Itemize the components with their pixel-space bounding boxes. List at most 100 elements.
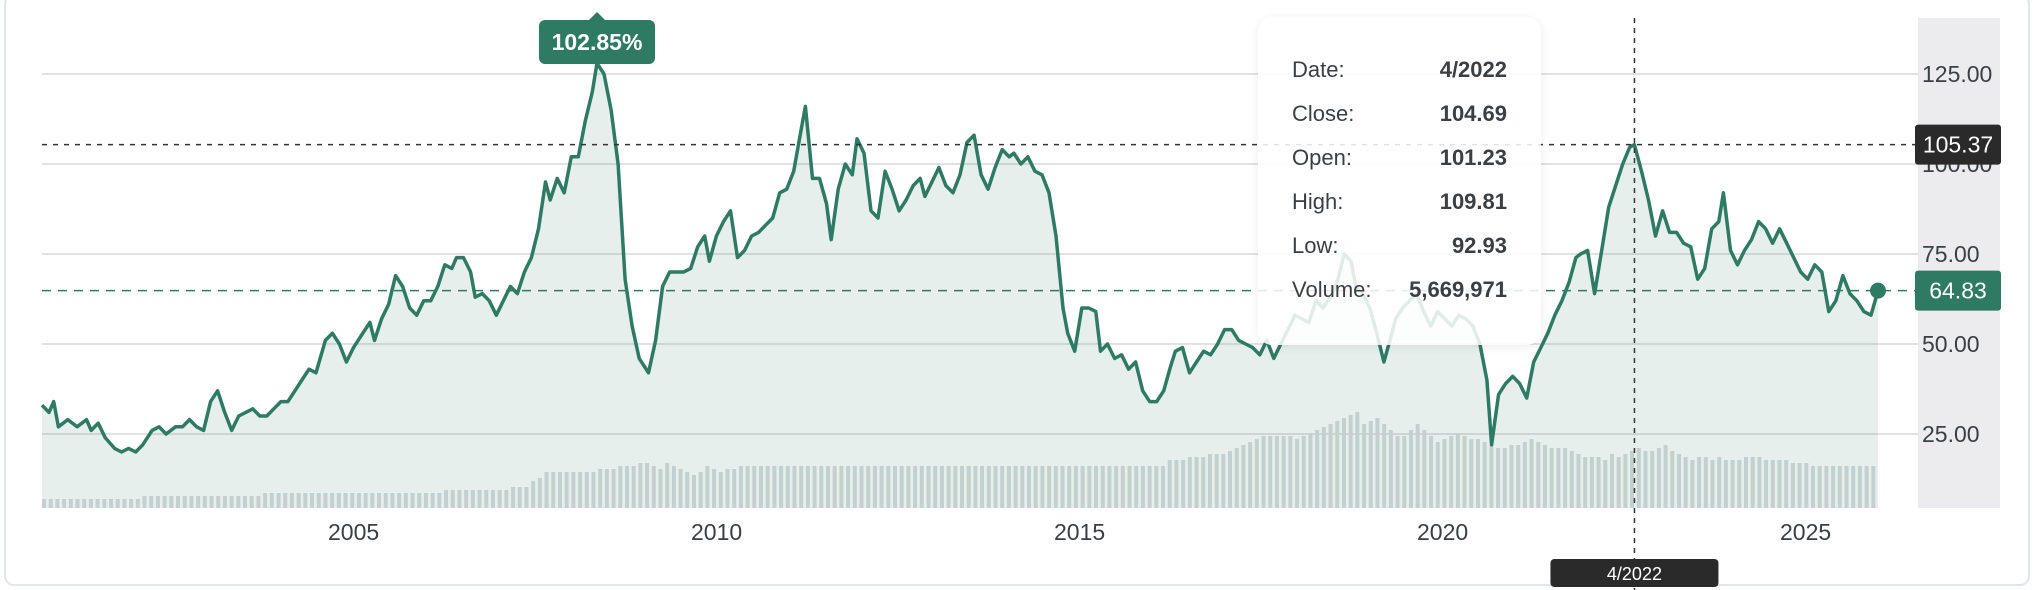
volume-bar xyxy=(1006,466,1011,508)
volume-bar xyxy=(591,472,596,508)
volume-bar xyxy=(1147,466,1152,508)
volume-bar xyxy=(1053,466,1058,508)
price-tag-label: 105.37 xyxy=(1923,132,1993,158)
volume-bar xyxy=(1362,424,1367,508)
volume-bar xyxy=(202,496,207,508)
volume-bar xyxy=(1080,466,1085,508)
peak-tag: 102.85% xyxy=(539,12,656,64)
volume-bar xyxy=(1797,463,1802,508)
volume-bar xyxy=(1408,430,1413,508)
volume-bar xyxy=(966,466,971,508)
volume-bar xyxy=(1100,466,1105,508)
volume-bar xyxy=(109,499,114,508)
volume-bar xyxy=(1777,460,1782,508)
volume-bar xyxy=(490,490,495,508)
tooltip-key: Low: xyxy=(1292,233,1339,258)
tooltip-key: Open: xyxy=(1292,145,1352,170)
volume-bar xyxy=(1609,454,1614,508)
volume-bar xyxy=(772,466,777,508)
volume-bar xyxy=(1295,439,1300,508)
volume-bar xyxy=(1563,448,1568,508)
volume-bar xyxy=(1770,460,1775,508)
volume-bar xyxy=(363,493,368,508)
volume-bar xyxy=(276,493,281,508)
volume-bar xyxy=(1274,436,1279,508)
volume-bar xyxy=(1596,457,1601,508)
volume-bar xyxy=(1603,460,1608,508)
volume-bar xyxy=(846,466,851,508)
volume-bar xyxy=(1583,457,1588,508)
volume-bar xyxy=(578,472,583,508)
volume-bar xyxy=(470,490,475,508)
volume-bar xyxy=(423,493,428,508)
volume-bar xyxy=(444,490,449,508)
tooltip-value: 92.93 xyxy=(1451,233,1507,258)
volume-bar xyxy=(980,466,985,508)
volume-bar xyxy=(1730,460,1735,508)
volume-bar xyxy=(350,493,355,508)
volume-bar xyxy=(1382,424,1387,508)
volume-bar xyxy=(805,466,810,508)
volume-bar xyxy=(1757,457,1762,508)
volume-bar xyxy=(1187,457,1192,508)
volume-bar xyxy=(484,490,489,508)
x-tick-label: 2005 xyxy=(328,519,379,545)
volume-bar xyxy=(1167,460,1172,508)
volume-bar xyxy=(243,496,248,508)
volume-bar xyxy=(1764,460,1769,508)
tooltip-row-volume: Volume: 5,669,971 xyxy=(1292,277,1507,307)
volume-bar xyxy=(249,496,254,508)
volume-bar xyxy=(209,496,214,508)
y-axis-panel xyxy=(1918,18,2000,508)
volume-bar xyxy=(1395,436,1400,508)
last-price-tag: 64.83 xyxy=(1915,270,2001,311)
volume-bar xyxy=(1542,445,1547,508)
volume-bar xyxy=(1154,466,1159,508)
volume-bar xyxy=(1301,436,1306,508)
volume-bar xyxy=(149,496,154,508)
volume-bar xyxy=(1214,454,1219,508)
volume-bar xyxy=(1663,445,1668,508)
y-tick-label: 125.00 xyxy=(1922,61,1992,87)
volume-bar xyxy=(82,499,87,508)
volume-bar xyxy=(1871,466,1876,508)
cursor-date-label: 4/2022 xyxy=(1607,564,1662,584)
volume-bar xyxy=(1442,439,1447,508)
volume-bar xyxy=(1127,466,1132,508)
volume-bar xyxy=(1469,439,1474,508)
volume-bar xyxy=(1268,436,1273,508)
volume-bar xyxy=(303,493,308,508)
volume-bar xyxy=(624,466,629,508)
volume-bar xyxy=(1502,448,1507,508)
volume-bar xyxy=(222,496,227,508)
volume-bar xyxy=(1810,466,1816,508)
volume-bar xyxy=(1857,466,1862,508)
volume-bar xyxy=(377,493,382,508)
volume-bar xyxy=(464,490,469,508)
volume-bar xyxy=(1656,448,1661,508)
volume-bar xyxy=(263,493,268,508)
volume-bar xyxy=(866,466,871,508)
volume-bar xyxy=(1221,454,1226,508)
volume-bar xyxy=(1067,466,1072,508)
volume-bar xyxy=(765,466,770,508)
volume-bar xyxy=(457,490,462,508)
volume-bar xyxy=(88,499,93,508)
volume-bar xyxy=(397,493,402,508)
volume-bar xyxy=(1254,439,1259,508)
x-tick-label: 2020 xyxy=(1417,519,1468,545)
volume-bar xyxy=(310,493,315,508)
volume-bar xyxy=(524,487,529,508)
volume-bar xyxy=(1201,457,1206,508)
volume-bar xyxy=(162,496,167,508)
tooltip-row-high: High: 109.81 xyxy=(1292,189,1507,219)
volume-bar xyxy=(1449,436,1454,508)
volume-bar xyxy=(1750,457,1755,508)
volume-bar xyxy=(551,472,556,508)
volume-bar xyxy=(779,466,784,508)
volume-bar xyxy=(343,493,348,508)
volume-bar xyxy=(1429,436,1434,508)
volume-bar xyxy=(1522,442,1527,508)
volume-bar xyxy=(1194,457,1199,508)
